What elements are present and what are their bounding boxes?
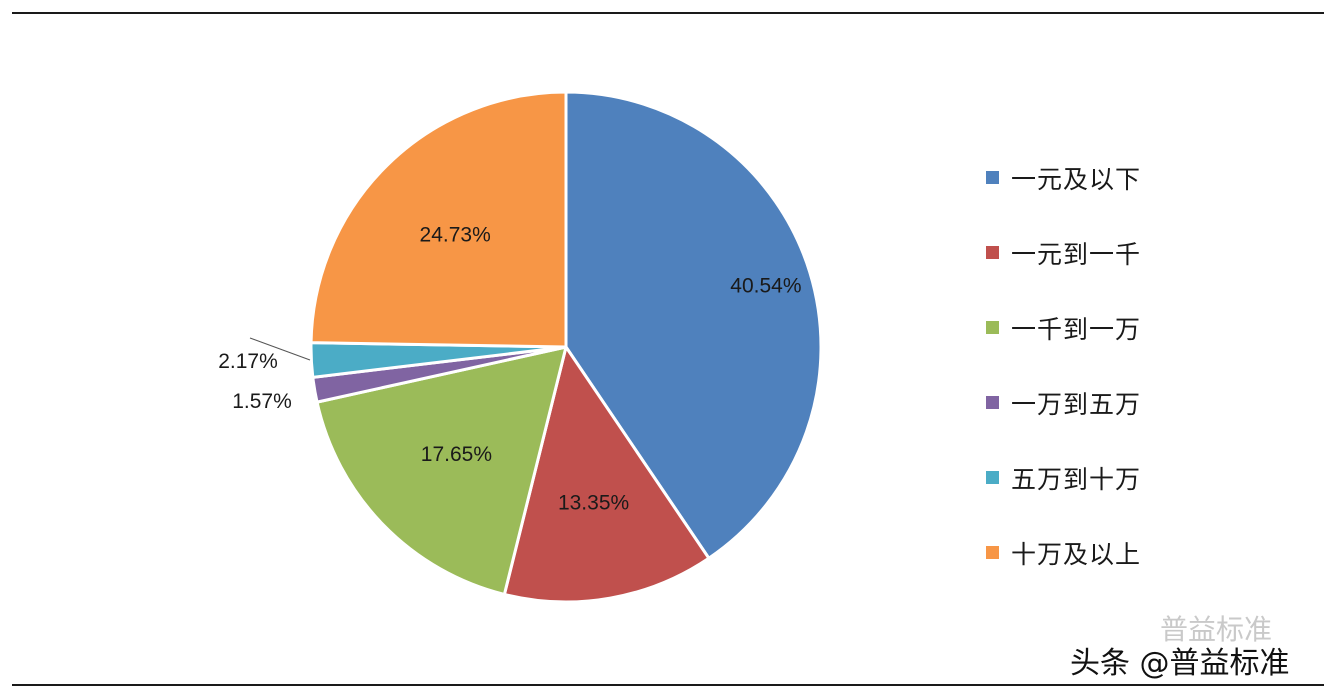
- slice-value-label: 1.57%: [232, 390, 292, 413]
- slice-value-label: 40.54%: [730, 275, 801, 298]
- legend-label: 一元到一千: [1011, 239, 1142, 269]
- slice-value-label: 24.73%: [420, 223, 491, 246]
- legend-item: 一元到一千: [986, 215, 1206, 290]
- legend-item: 一千到一万: [986, 290, 1206, 365]
- legend: 一元及以下一元到一千一千到一万一万到五万五万到十万十万及以上: [986, 140, 1206, 590]
- legend-swatch: [986, 246, 999, 259]
- legend-swatch: [986, 546, 999, 559]
- slice-value-label: 17.65%: [421, 443, 492, 466]
- leader-line: [249, 337, 311, 361]
- legend-swatch: [986, 321, 999, 334]
- legend-label: 一万到五万: [1011, 389, 1142, 419]
- pie-slice: [309, 90, 568, 349]
- pie-chart: 40.54% 13.35% 17.65% 1.57% 2.17% 24.73%: [218, 90, 823, 604]
- legend-label: 五万到十万: [1011, 464, 1142, 494]
- legend-item: 一万到五万: [986, 365, 1206, 440]
- legend-item: 十万及以上: [986, 515, 1206, 590]
- pie-slice: [564, 90, 823, 560]
- slice-value-label: 2.17%: [218, 350, 278, 373]
- legend-swatch: [986, 396, 999, 409]
- slice-value-label: 13.35%: [558, 492, 629, 515]
- pie-slice: [315, 345, 568, 596]
- legend-label: 一千到一万: [1011, 314, 1142, 344]
- top-rule: [12, 12, 1324, 14]
- bottom-rule: [12, 684, 1324, 686]
- legend-label: 一元及以下: [1011, 164, 1142, 194]
- legend-swatch: [986, 171, 999, 184]
- legend-swatch: [986, 471, 999, 484]
- legend-item: 五万到十万: [986, 440, 1206, 515]
- legend-label: 十万及以上: [1011, 539, 1142, 569]
- watermark-text: 头条 @普益标准: [1070, 646, 1290, 681]
- pie-slice: [502, 345, 711, 604]
- legend-item: 一元及以下: [986, 140, 1206, 215]
- watermark-ghost-text: 普益标准: [1160, 613, 1273, 646]
